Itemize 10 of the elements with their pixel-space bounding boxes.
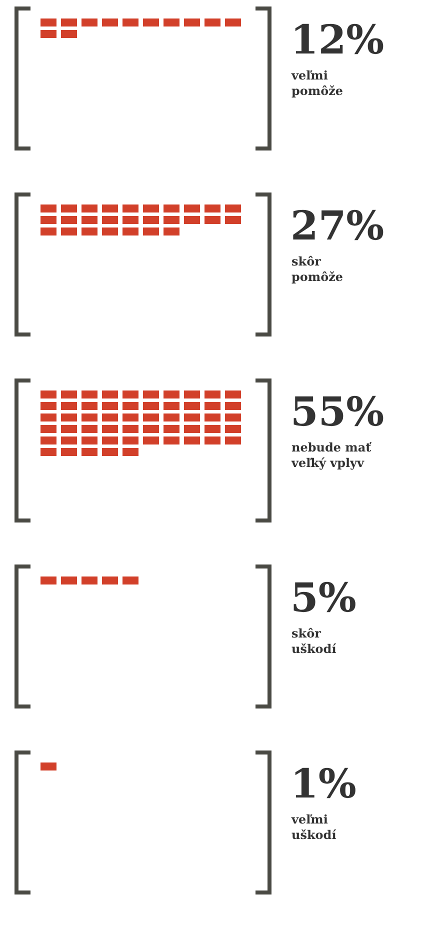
category-label: nebude mať veľký vplyv xyxy=(290,440,372,470)
data-label: 12% xyxy=(290,16,384,64)
category-label: skôr uškodí xyxy=(292,626,337,656)
data-label: 55% xyxy=(290,388,384,436)
data-label: 1% xyxy=(290,760,356,808)
category-label: skôr pomôže xyxy=(292,254,344,284)
category-label: veľmi uškodí xyxy=(290,812,337,842)
data-label: 27% xyxy=(290,202,384,250)
data-label: 5% xyxy=(290,574,356,622)
category-label: veľmi pomôže xyxy=(290,68,344,98)
